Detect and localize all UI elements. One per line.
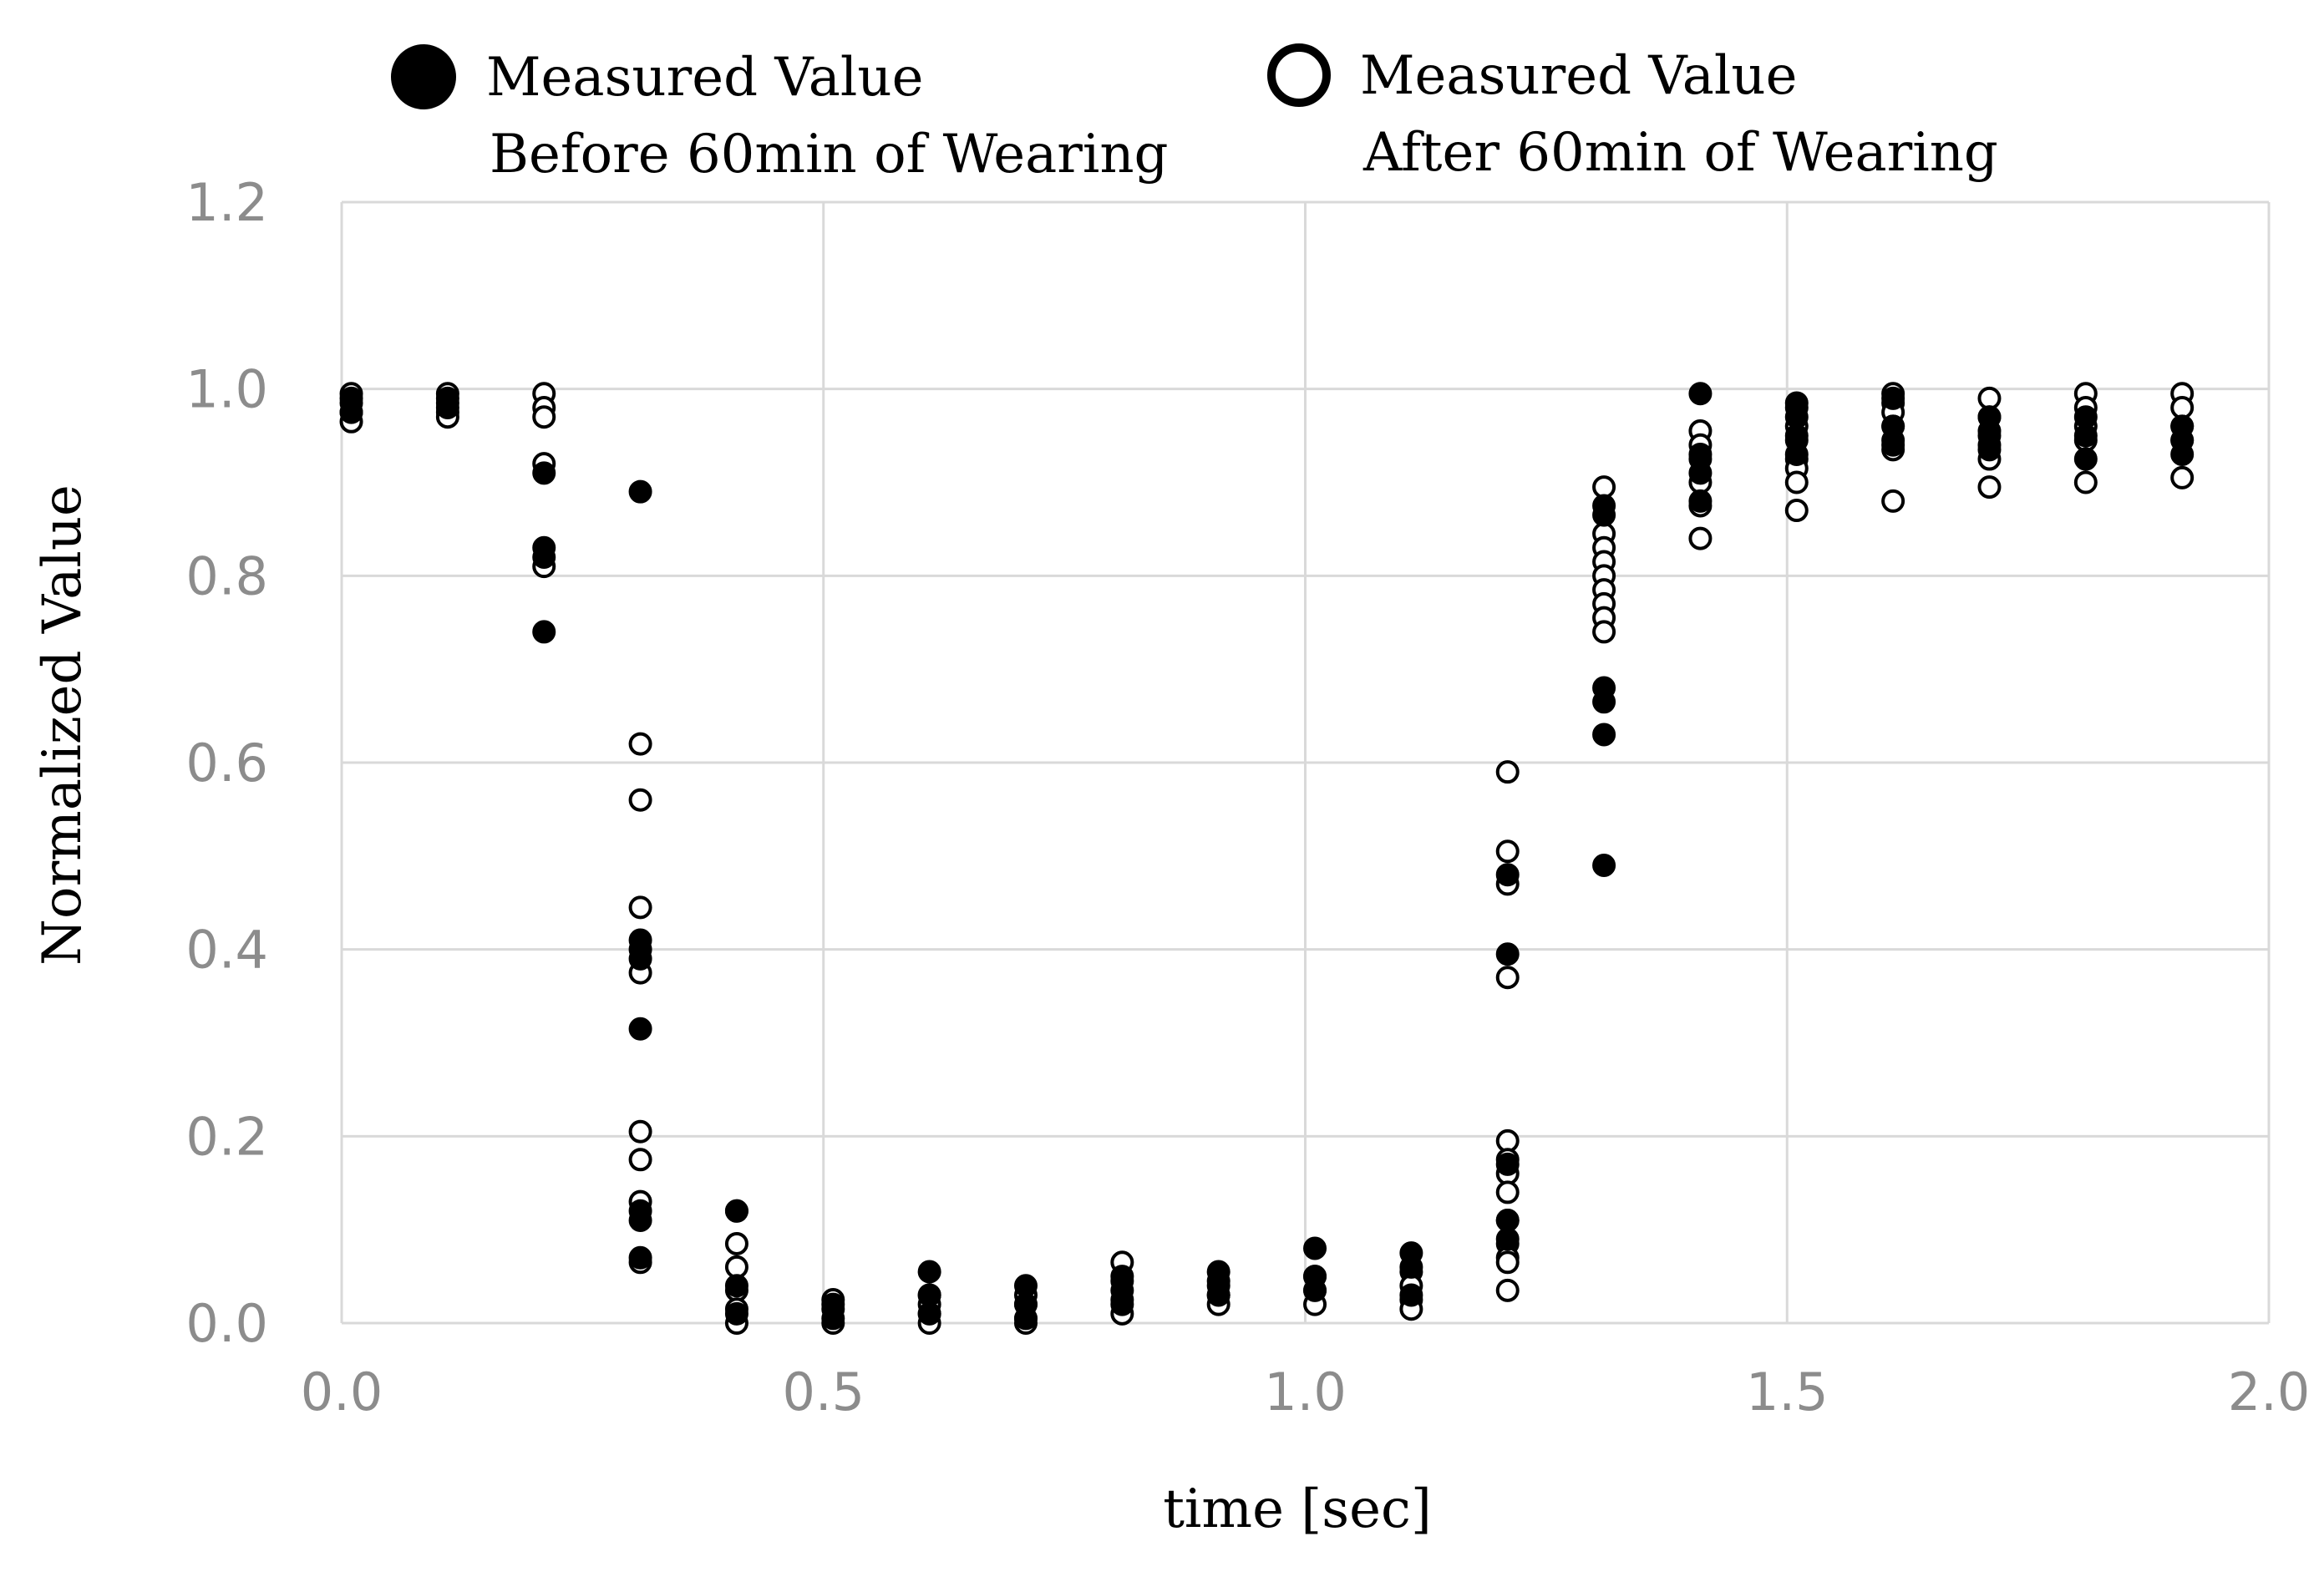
y-tick-label: 0.6 [185, 733, 268, 794]
legend-before-line1: Measured Value [486, 47, 923, 109]
point-before-wearing [2170, 442, 2195, 466]
y-tick-label: 0.8 [185, 545, 268, 606]
point-after-wearing [1495, 966, 1520, 990]
point-after-wearing [628, 788, 652, 812]
point-after-wearing [1495, 839, 1520, 864]
y-tick-label: 0.4 [185, 920, 268, 981]
point-before-wearing [1013, 1306, 1038, 1331]
point-before-wearing [532, 545, 556, 569]
point-before-wearing [1495, 863, 1520, 887]
x-tick-label: 1.0 [1264, 1362, 1347, 1422]
point-after-wearing [1784, 499, 1809, 523]
point-after-wearing [1688, 526, 1713, 550]
point-before-wearing [724, 1274, 748, 1298]
y-tick-label: 1.0 [185, 359, 268, 420]
x-tick-label: 2.0 [2228, 1362, 2311, 1422]
point-after-wearing [1495, 760, 1520, 784]
point-after-wearing [628, 895, 652, 920]
point-before-wearing [628, 946, 652, 971]
point-before-wearing [1688, 489, 1713, 513]
point-before-wearing [628, 1245, 652, 1270]
point-after-wearing [1592, 620, 1616, 644]
point-after-wearing [628, 732, 652, 756]
point-after-wearing [2170, 465, 2195, 489]
point-before-wearing [1592, 854, 1616, 878]
point-before-wearing [1977, 438, 2002, 462]
point-after-wearing [1977, 475, 2002, 499]
point-before-wearing [1592, 690, 1616, 714]
grid [342, 200, 2271, 1323]
point-after-wearing [1495, 1180, 1520, 1204]
point-after-wearing [1495, 1250, 1520, 1275]
legend-filled-circle-icon [391, 44, 456, 109]
point-before-wearing [1881, 386, 1905, 410]
point-after-wearing [628, 1119, 652, 1144]
x-axis-title: time [sec] [1163, 1478, 1432, 1540]
data-points [339, 382, 2195, 1335]
point-before-wearing [1688, 382, 1713, 406]
point-before-wearing [1592, 723, 1616, 747]
point-before-wearing [628, 479, 652, 504]
legend-before-line2: Before 60min of Wearing [490, 124, 1169, 185]
y-axis-title: Normalized Value [32, 484, 94, 966]
point-before-wearing [1206, 1283, 1231, 1307]
point-before-wearing [1110, 1292, 1134, 1316]
point-after-wearing [1784, 470, 1809, 494]
point-before-wearing [435, 396, 459, 420]
point-before-wearing [724, 1199, 748, 1223]
point-before-wearing [1495, 1152, 1520, 1176]
point-before-wearing [2073, 423, 2098, 448]
legend-item-before: Measured Value Before 60min of Wearing [391, 44, 1169, 185]
point-after-wearing [2073, 470, 2098, 494]
point-after-wearing [628, 1148, 652, 1172]
legend-item-after: Measured Value After 60min of Wearing [1267, 43, 1998, 184]
point-before-wearing [1784, 442, 1809, 466]
legend-open-circle-icon [1267, 43, 1331, 107]
point-before-wearing [532, 461, 556, 485]
point-after-wearing [1881, 489, 1905, 513]
y-tick-label: 0.0 [185, 1293, 268, 1354]
tick-labels: 0.0 0.2 0.4 0.6 0.8 1.0 1.2 0.0 0.5 1.0 1.5 2.0 [185, 172, 2310, 1422]
point-before-wearing [1592, 503, 1616, 527]
x-tick-label: 0.0 [301, 1362, 383, 1422]
point-before-wearing [1399, 1255, 1423, 1279]
point-before-wearing [532, 620, 556, 644]
y-tick-label: 0.2 [185, 1106, 268, 1167]
point-before-wearing [1303, 1278, 1327, 1302]
point-before-wearing [1881, 433, 1905, 457]
point-after-wearing [1495, 1278, 1520, 1302]
point-before-wearing [2073, 447, 2098, 471]
x-tick-label: 1.5 [1746, 1362, 1829, 1422]
point-before-wearing [628, 1017, 652, 1041]
point-before-wearing [1399, 1283, 1423, 1307]
point-before-wearing [724, 1301, 748, 1326]
x-tick-label: 0.5 [782, 1362, 865, 1422]
point-before-wearing [339, 400, 363, 424]
point-before-wearing [628, 1208, 652, 1232]
point-before-wearing [917, 1301, 941, 1326]
legend: Measured Value Before 60min of Wearing M… [391, 43, 1998, 185]
point-before-wearing [1495, 1227, 1520, 1251]
point-before-wearing [917, 1260, 941, 1284]
point-before-wearing [821, 1306, 845, 1331]
point-before-wearing [1688, 461, 1713, 485]
point-before-wearing [1495, 942, 1520, 966]
point-after-wearing [724, 1231, 748, 1255]
point-before-wearing [1303, 1236, 1327, 1260]
legend-after-line2: After 60min of Wearing [1362, 122, 1998, 184]
point-after-wearing [532, 405, 556, 429]
y-tick-label: 1.2 [185, 172, 268, 233]
legend-after-line1: Measured Value [1360, 45, 1797, 107]
